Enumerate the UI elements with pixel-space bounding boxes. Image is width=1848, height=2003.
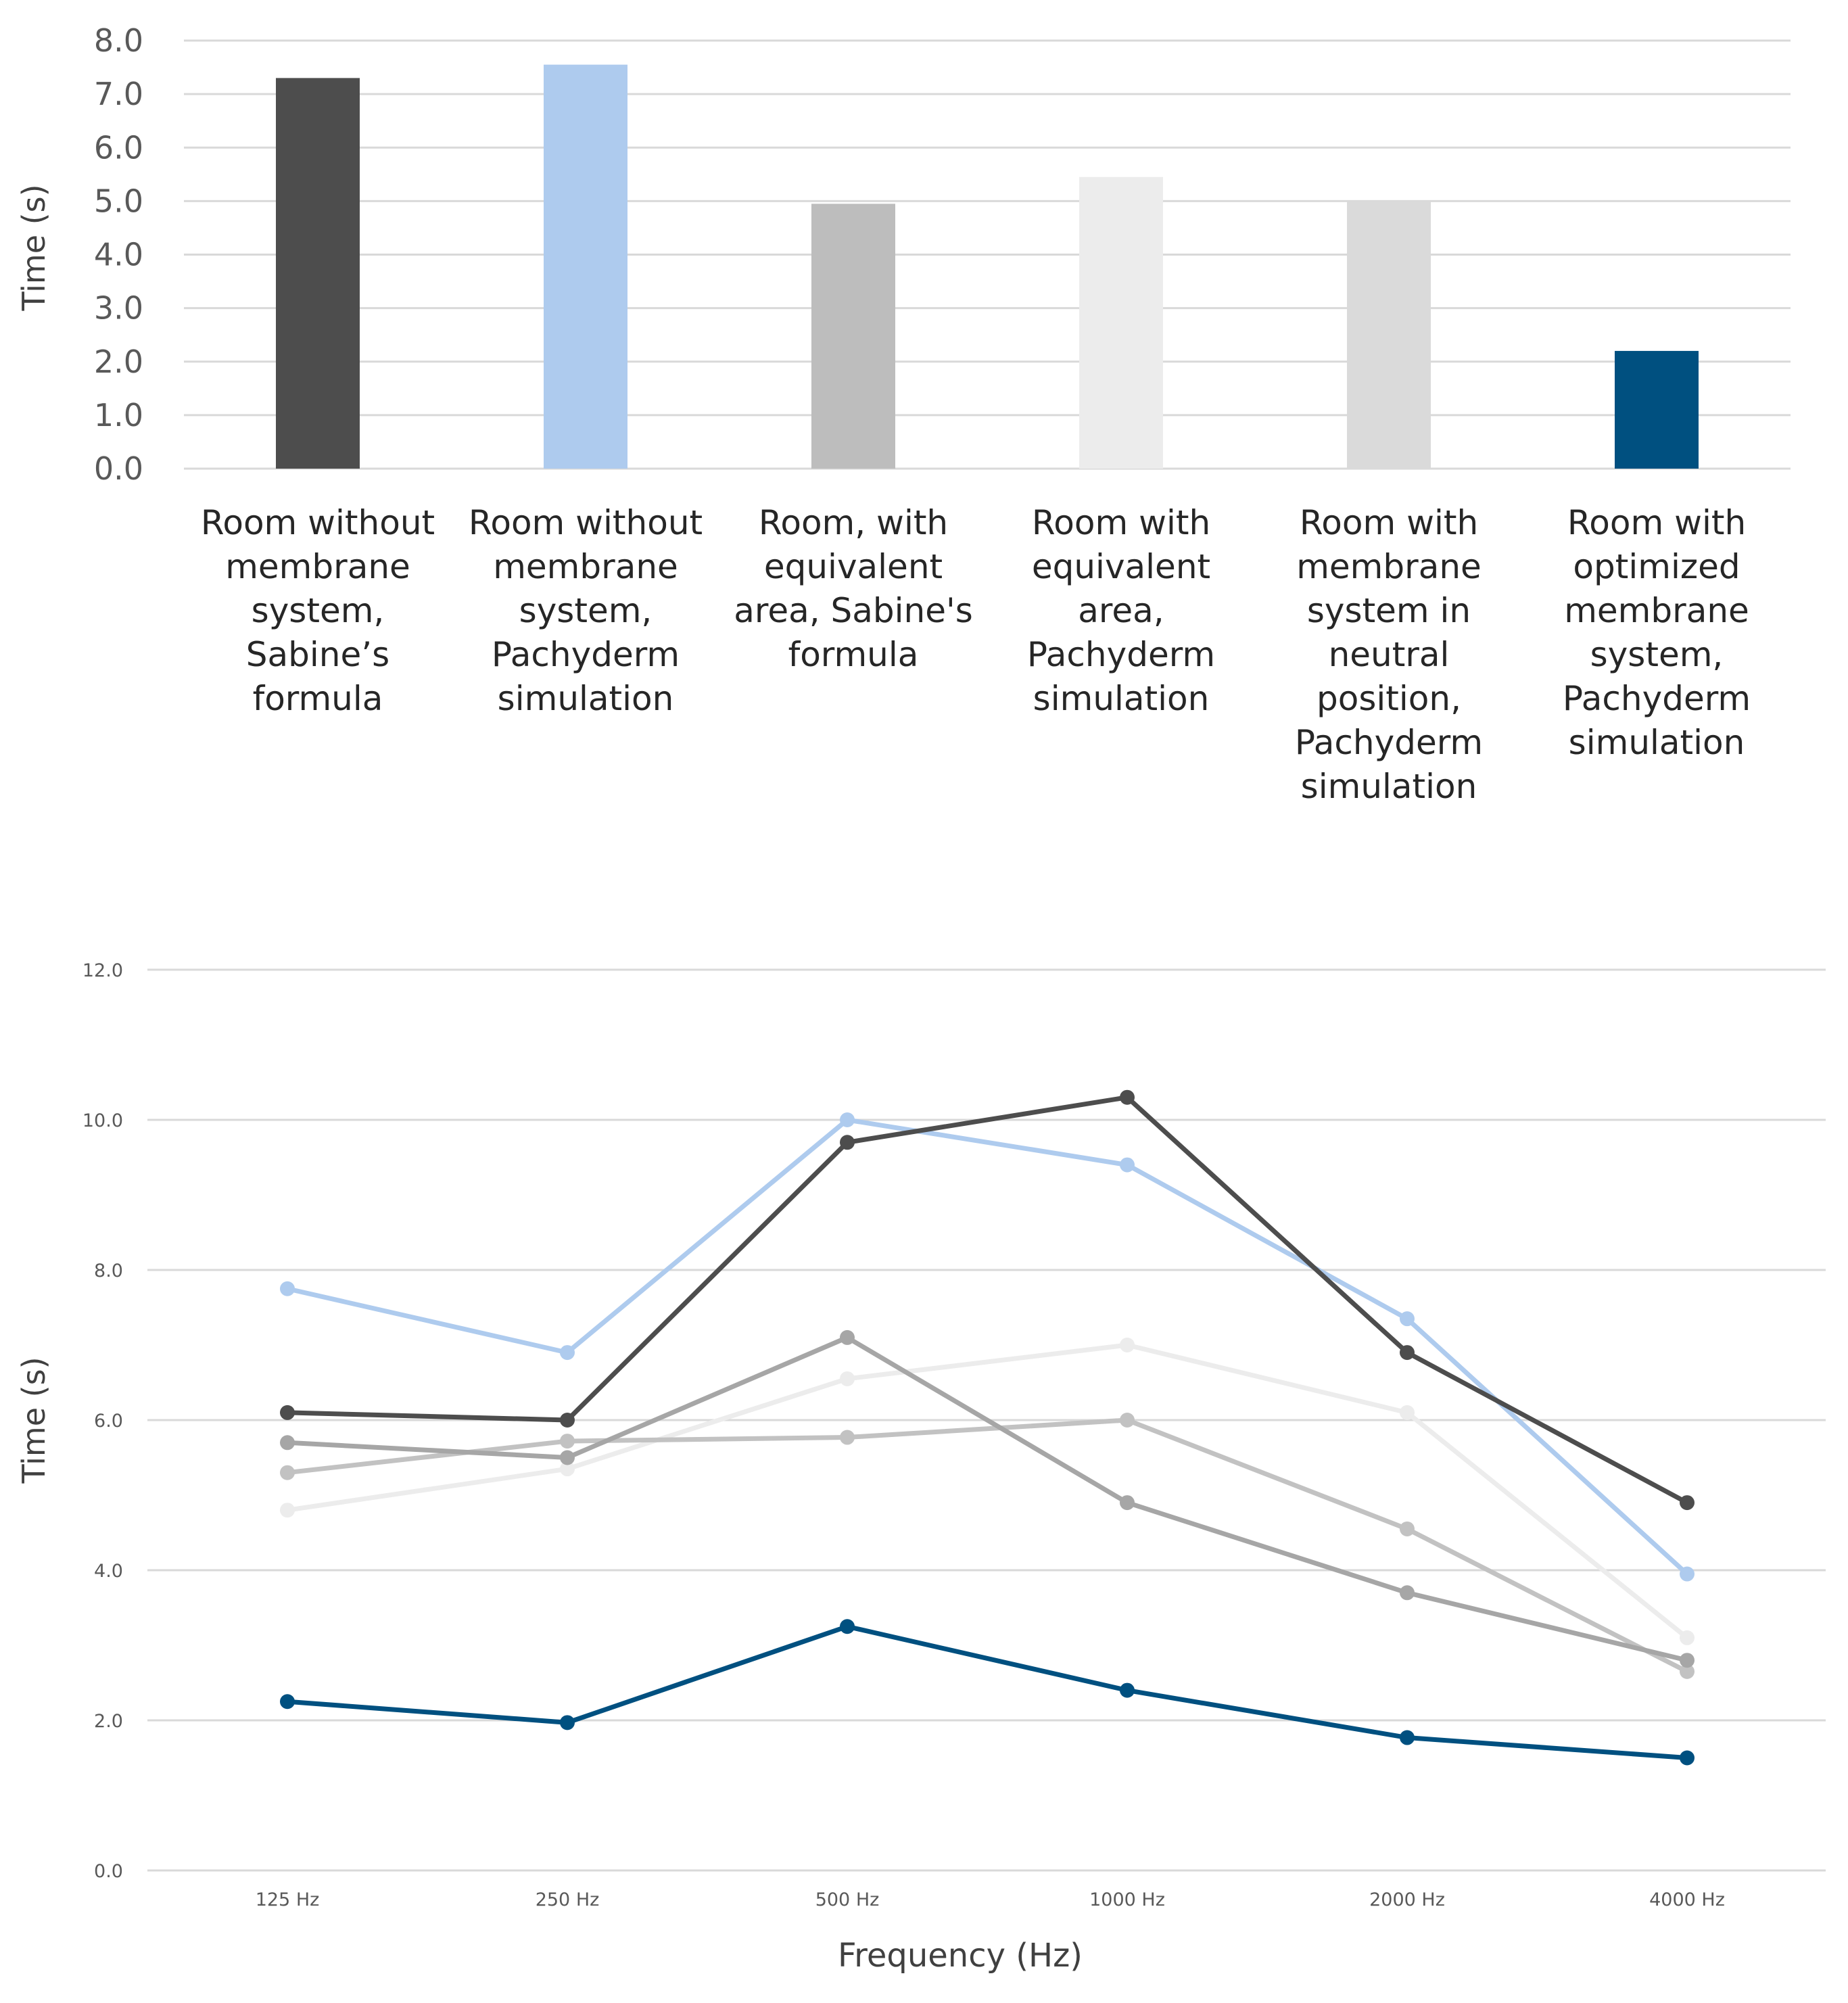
x-tick-label: 125 Hz (256, 1889, 320, 1910)
x-tick-label: 500 Hz (815, 1889, 880, 1910)
data-point (1120, 1089, 1135, 1105)
bar (1347, 201, 1431, 469)
data-point (840, 1112, 855, 1127)
data-point (1120, 1495, 1135, 1511)
data-point (840, 1619, 855, 1634)
bar (811, 204, 895, 469)
data-point (1680, 1653, 1695, 1668)
category-label: Room with equivalent area, Pachyderm simulat… (1027, 503, 1215, 718)
data-point (280, 1281, 295, 1296)
data-point (560, 1461, 575, 1477)
data-point (1400, 1405, 1415, 1420)
y-tick-label: 4.0 (94, 237, 143, 273)
data-point (1680, 1630, 1695, 1645)
y-tick-label: 10.0 (82, 1110, 123, 1131)
category-label: Room without membrane system, Pachyderm simu… (469, 503, 703, 718)
series-path (287, 1335, 1688, 1663)
bar (1079, 176, 1163, 469)
data-point (560, 1434, 575, 1449)
series-line (280, 1619, 1695, 1766)
series-path (287, 1417, 1688, 1674)
y-tick-label: 8.0 (94, 22, 143, 59)
series-line (280, 1329, 1695, 1668)
series-path (287, 1342, 1689, 1640)
series-path (287, 1117, 1689, 1576)
series-path (287, 1095, 1688, 1505)
bar (544, 64, 627, 469)
category-label: Room, with equivalent area, Sabine's formul… (734, 503, 973, 674)
data-point (280, 1435, 295, 1451)
data-point (840, 1329, 855, 1345)
category-label: Room with optimized membrane system, Pachyde… (1563, 503, 1751, 762)
data-point (1680, 1495, 1695, 1511)
data-point (1120, 1682, 1135, 1698)
data-point (1680, 1566, 1695, 1582)
data-point (560, 1345, 575, 1361)
y-tick-label: 2.0 (94, 344, 143, 380)
data-point (840, 1135, 855, 1150)
data-point (840, 1430, 855, 1445)
series-path (287, 1624, 1688, 1760)
bar-chart-y-axis-title: Time (s) (16, 184, 52, 311)
data-point (280, 1694, 295, 1710)
line-chart: 0.0 2.0 4.0 6.0 8.0 10.0 12.0 125 Hz 250 Hz 500 … (16, 960, 1826, 1975)
bar (276, 78, 360, 469)
bar-chart-gridlines (184, 39, 1791, 470)
data-point (840, 1371, 855, 1386)
data-point (1120, 1338, 1135, 1352)
bar (1615, 350, 1699, 469)
line-chart-x-ticks: 125 Hz 250 Hz 500 Hz 1000 Hz 2000 Hz 4000 Hz (256, 1889, 1725, 1910)
data-point (1400, 1311, 1415, 1327)
bar-chart-bars (276, 64, 1699, 469)
data-point (1400, 1521, 1415, 1536)
data-point (280, 1503, 295, 1518)
x-tick-label: 4000 Hz (1649, 1889, 1725, 1910)
line-chart-series (280, 1089, 1695, 1766)
data-point (1400, 1585, 1415, 1601)
line-chart-y-axis-title: Time (s) (16, 1357, 52, 1484)
bar-chart: 0.0 1.0 2.0 3.0 4.0 5.0 6.0 7.0 8.0 Room without… (16, 22, 1791, 806)
series-line (280, 1112, 1695, 1582)
x-tick-label: 250 Hz (536, 1889, 600, 1910)
y-tick-label: 0.0 (94, 450, 143, 487)
data-point (280, 1465, 295, 1480)
y-tick-label: 4.0 (94, 1561, 123, 1582)
bar-chart-y-ticks: 0.0 1.0 2.0 3.0 4.0 5.0 6.0 7.0 8.0 (94, 22, 143, 487)
data-point (1680, 1664, 1695, 1679)
x-tick-label: 2000 Hz (1369, 1889, 1445, 1910)
series-line (280, 1338, 1695, 1645)
data-point (1400, 1345, 1415, 1361)
data-point (280, 1405, 295, 1420)
y-tick-label: 6.0 (94, 129, 143, 166)
y-tick-label: 3.0 (94, 290, 143, 327)
y-tick-label: 5.0 (94, 183, 143, 219)
data-point (1680, 1750, 1695, 1766)
y-tick-label: 8.0 (94, 1260, 123, 1281)
data-point (1120, 1157, 1135, 1173)
category-label: Room without membrane system, Sabine’s formu… (201, 503, 435, 718)
series-line (280, 1089, 1695, 1511)
y-tick-label: 1.0 (94, 397, 143, 433)
y-tick-label: 6.0 (94, 1411, 123, 1432)
y-tick-label: 2.0 (94, 1711, 123, 1732)
y-tick-label: 7.0 (94, 76, 143, 112)
category-label: Room with membrane system in neutral positio… (1295, 503, 1483, 806)
line-chart-y-ticks: 0.0 2.0 4.0 6.0 8.0 10.0 12.0 (82, 960, 123, 1882)
x-tick-label: 1000 Hz (1089, 1889, 1165, 1910)
bar-chart-category-labels: Room without membrane system, Sabine’s formu… (201, 503, 1751, 806)
series-line (280, 1413, 1695, 1679)
data-point (560, 1450, 575, 1465)
y-tick-label: 0.0 (94, 1861, 123, 1882)
data-point (560, 1413, 575, 1428)
data-point (1400, 1730, 1415, 1745)
line-chart-x-axis-title: Frequency (Hz) (838, 1937, 1083, 1975)
data-point (560, 1715, 575, 1730)
data-point (1120, 1413, 1135, 1428)
y-tick-label: 12.0 (82, 960, 123, 981)
